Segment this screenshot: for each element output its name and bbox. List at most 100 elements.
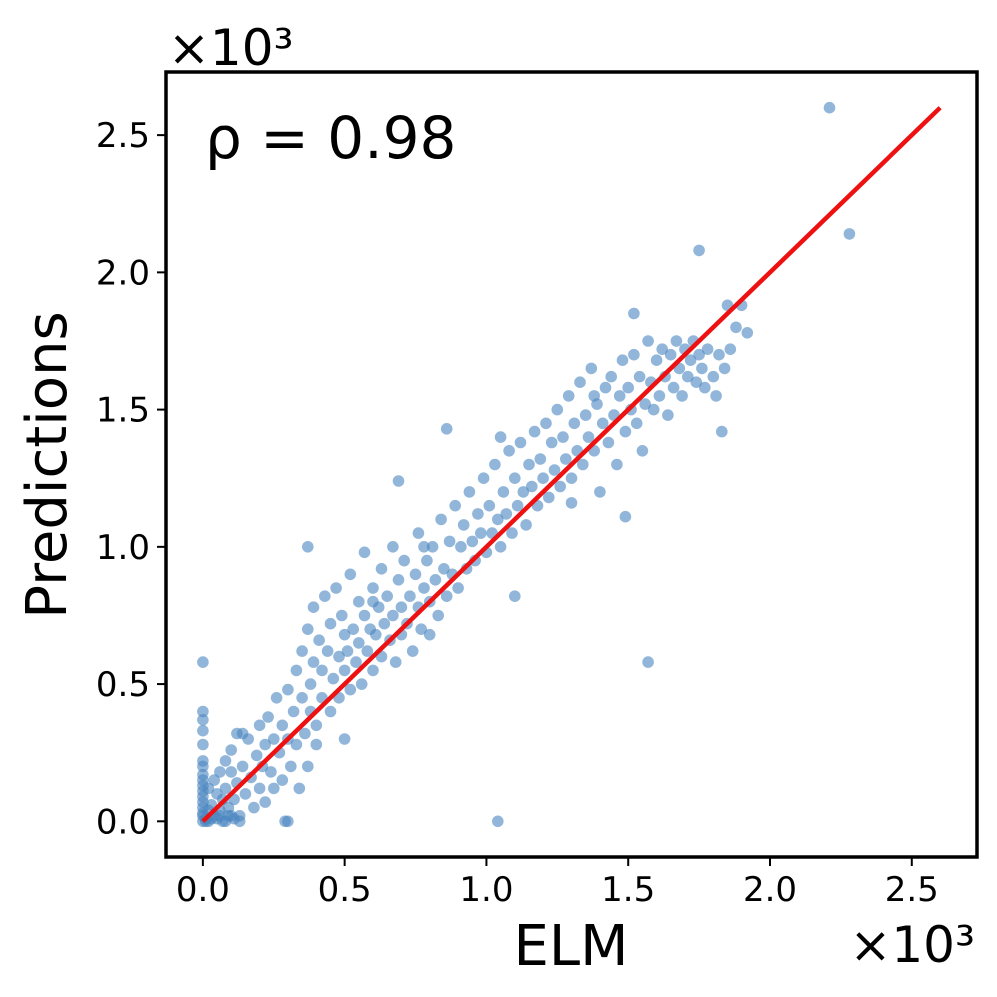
data-point — [477, 472, 490, 485]
data-point — [676, 390, 688, 402]
data-point — [537, 472, 549, 485]
data-point — [554, 480, 566, 493]
data-point — [517, 486, 530, 498]
data-point — [392, 574, 405, 586]
data-point — [338, 628, 351, 641]
data-point — [276, 719, 289, 732]
data-point — [440, 590, 453, 602]
data-point — [248, 801, 260, 814]
data-point — [599, 381, 612, 394]
data-point — [545, 436, 558, 449]
x-axis-ticks: 0.0 0.5 1.0 1.5 2.0 2.5 — [176, 857, 939, 910]
x-tick-label: 0.0 — [176, 870, 230, 910]
data-point — [650, 354, 663, 367]
x-axis-title: ELM — [514, 914, 629, 979]
data-point — [270, 692, 283, 704]
data-point — [639, 398, 651, 410]
data-point — [724, 343, 737, 356]
data-point — [438, 563, 450, 575]
data-point — [449, 499, 462, 512]
data-point — [579, 409, 592, 421]
data-point — [429, 574, 442, 586]
data-point — [528, 425, 541, 438]
data-point — [418, 541, 430, 553]
data-point — [296, 692, 308, 704]
data-point — [313, 634, 325, 646]
data-point — [375, 563, 388, 575]
data-point — [225, 766, 237, 778]
data-point — [463, 486, 476, 498]
data-point — [302, 623, 314, 635]
data-point — [418, 582, 430, 594]
data-point — [358, 609, 371, 622]
data-point — [344, 568, 357, 581]
data-point — [509, 472, 521, 485]
data-point — [656, 343, 668, 356]
x-tick-label: 0.5 — [318, 870, 372, 910]
data-point — [605, 370, 617, 383]
data-point — [287, 705, 300, 718]
x-tick-label: 1.0 — [459, 870, 513, 910]
data-point — [690, 376, 703, 389]
data-point — [350, 656, 362, 668]
data-point — [628, 307, 640, 320]
data-point — [526, 480, 538, 493]
data-point — [622, 381, 634, 394]
data-point — [628, 348, 640, 361]
data-point — [197, 738, 209, 751]
data-point — [483, 499, 496, 512]
data-point — [353, 595, 365, 608]
data-point — [560, 453, 572, 465]
data-point — [565, 497, 578, 509]
data-point — [324, 617, 337, 630]
data-point — [236, 727, 249, 740]
data-point — [268, 782, 280, 795]
data-point — [494, 431, 507, 443]
data-point — [594, 486, 606, 498]
data-point — [361, 645, 374, 657]
fit-line — [201, 106, 942, 823]
plot-frame — [164, 70, 979, 859]
data-point — [293, 782, 306, 795]
data-point — [285, 760, 297, 773]
data-point — [693, 348, 705, 361]
regression-line — [201, 106, 942, 823]
data-point — [347, 623, 360, 635]
data-point — [259, 738, 272, 751]
data-point — [682, 370, 694, 383]
data-point — [713, 348, 725, 361]
data-point — [290, 664, 303, 677]
data-point — [489, 458, 501, 471]
data-point — [684, 354, 697, 367]
data-point — [225, 744, 237, 756]
y-tick-label: 1.5 — [96, 391, 150, 431]
data-point — [327, 672, 340, 685]
data-point — [440, 423, 453, 435]
data-point — [250, 749, 263, 762]
data-point — [718, 362, 731, 375]
data-point — [426, 541, 439, 553]
data-point — [338, 733, 351, 745]
data-point — [219, 782, 232, 795]
data-point — [500, 508, 513, 520]
data-point — [534, 453, 547, 465]
data-point — [435, 513, 447, 526]
y-exponent-label: ×10³ — [168, 19, 294, 77]
data-point — [344, 683, 357, 696]
data-point — [324, 705, 337, 718]
data-point — [265, 766, 277, 778]
data-point — [596, 417, 609, 430]
data-point — [398, 554, 411, 567]
data-point — [421, 554, 433, 567]
data-point — [475, 527, 487, 539]
data-point — [520, 519, 532, 531]
data-point — [197, 705, 209, 718]
data-point — [497, 486, 510, 498]
data-point — [630, 417, 643, 430]
data-point — [494, 541, 507, 553]
y-tick-label: 1.0 — [96, 528, 150, 568]
data-point — [562, 390, 575, 402]
data-point — [662, 409, 674, 421]
data-point — [557, 431, 569, 443]
